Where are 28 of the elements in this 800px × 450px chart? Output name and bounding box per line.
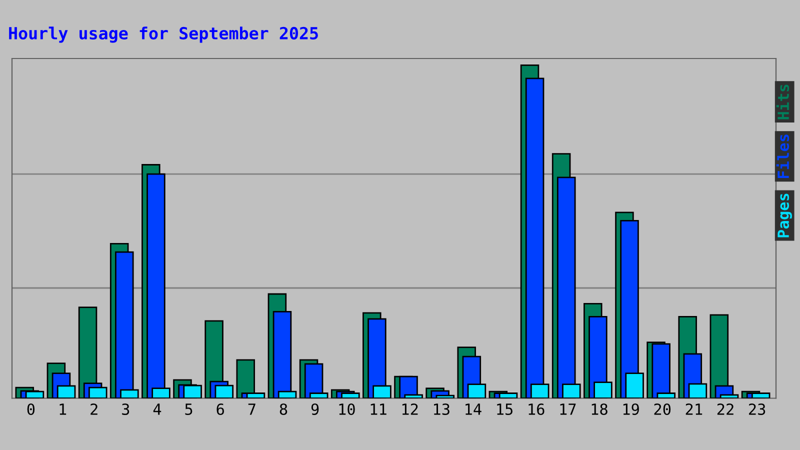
x-tick-label: 13 [434,403,450,416]
x-tick-label: 9 [311,403,319,416]
x-tick-label: 18 [592,403,608,416]
text: Files [776,134,790,178]
x-tick-label: 19 [623,403,639,416]
x-tick-label: 2 [90,403,98,415]
x-tick-label: 7 [248,404,256,415]
text: Hits [776,84,790,120]
x-tick-label: 23 [748,403,766,416]
x-tick-label: 1 [60,404,66,415]
x-tick-label: 16 [528,403,544,416]
x-tick-label: 5 [185,404,192,416]
x-tick-label: 11 [370,404,386,415]
x-tick-label: 21 [686,403,702,415]
x-tick-label: 20 [654,403,671,416]
x-tick-label: 22 [717,403,734,415]
x-tick-label: 0 [27,403,35,416]
text: Pages [778,194,792,238]
x-tick-label: 8 [280,403,288,416]
x-tick-label: 12 [402,403,418,415]
x-tick-label: 17 [560,404,576,415]
x-tick-label: 10 [339,403,355,416]
chart-title: Hourly usage for September 2025 [9,26,318,43]
x-tick-label: 15 [497,404,512,416]
x-tick-label: 14 [466,404,482,415]
x-tick-label: 6 [216,403,224,416]
x-tick-label: 4 [153,404,162,415]
x-tick-label: 3 [122,403,130,416]
